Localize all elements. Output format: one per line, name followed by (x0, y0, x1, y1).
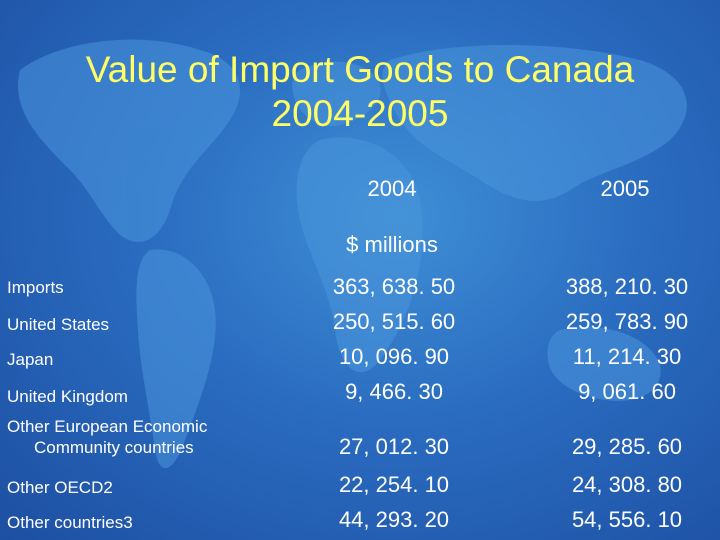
value-2005: 24, 308. 80 (571, 472, 683, 497)
column-header-2004: 2004 (367, 176, 417, 201)
row-label: Other European Economic Community countr… (7, 416, 207, 458)
row-label: United States (7, 315, 110, 334)
row-label-line-2: Community countries (34, 438, 194, 457)
value-2004: 22, 254. 10 (338, 472, 450, 497)
value-2004: 44, 293. 20 (338, 507, 450, 532)
value-2004: 27, 012. 30 (338, 434, 450, 459)
title-line-1: Value of Import Goods to Canada (85, 49, 635, 90)
table-row: Imports 363, 638. 50 388, 210. 30 (0, 274, 720, 308)
value-2004: 9, 466. 30 (345, 379, 443, 404)
row-label: Other OECD2 (7, 478, 113, 497)
row-label: Other countries3 (7, 513, 133, 532)
value-2005: 54, 556. 10 (571, 507, 683, 532)
table-row: United Kingdom 9, 466. 30 9, 061. 60 (0, 379, 720, 413)
row-label: Japan (7, 350, 54, 369)
value-2004: 10, 096. 90 (338, 344, 450, 369)
unit-label: $ millions (346, 232, 438, 257)
row-label: Imports (7, 278, 64, 297)
table-row: United States 250, 515. 60 259, 783. 90 (0, 309, 720, 343)
table-row: Other European Economic Community countr… (0, 416, 720, 462)
row-label-line-1: Other European Economic (7, 417, 208, 436)
table-row: Japan 10, 096. 90 11, 214. 30 (0, 344, 720, 378)
column-header-2005: 2005 (600, 176, 650, 201)
value-2005: 11, 214. 30 (572, 344, 682, 369)
table-row: Other countries3 44, 293. 20 54, 556. 10 (0, 507, 720, 540)
value-2005: 29, 285. 60 (571, 434, 683, 459)
title-line-2: 2004-2005 (271, 93, 449, 134)
value-2004: 250, 515. 60 (332, 309, 456, 334)
table-row: Other OECD2 22, 254. 10 24, 308. 80 (0, 472, 720, 506)
value-2004: 363, 638. 50 (332, 274, 456, 299)
row-label: United Kingdom (7, 387, 128, 406)
value-2005: 259, 783. 90 (565, 309, 689, 334)
value-2005: 388, 210. 30 (565, 274, 689, 299)
value-2005: 9, 061. 60 (578, 379, 676, 404)
slide-title: Value of Import Goods to Canada 2004-200… (0, 48, 720, 136)
